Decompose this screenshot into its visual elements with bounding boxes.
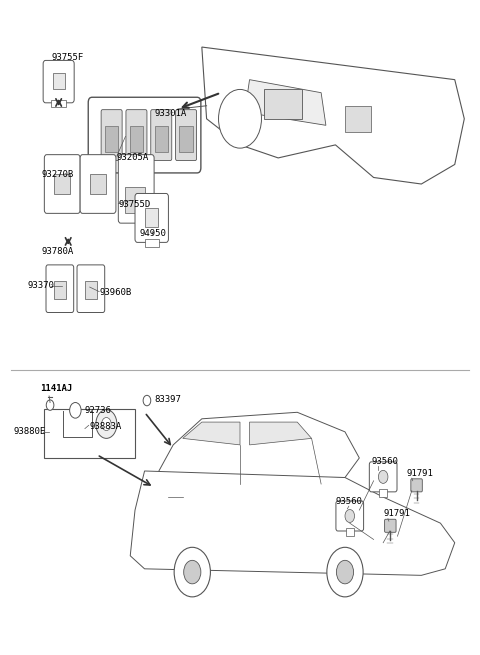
- Circle shape: [184, 560, 201, 584]
- Bar: [145, 208, 158, 227]
- FancyBboxPatch shape: [411, 479, 422, 492]
- Text: 93880E: 93880E: [13, 427, 46, 436]
- Bar: [54, 174, 70, 195]
- Circle shape: [46, 400, 54, 410]
- Bar: [90, 174, 106, 195]
- Text: 93301A: 93301A: [154, 109, 186, 118]
- FancyBboxPatch shape: [77, 265, 105, 312]
- FancyBboxPatch shape: [44, 155, 80, 214]
- Text: 94950: 94950: [140, 229, 167, 238]
- FancyBboxPatch shape: [46, 265, 74, 312]
- Text: 92736: 92736: [85, 406, 112, 415]
- FancyBboxPatch shape: [43, 60, 74, 103]
- FancyBboxPatch shape: [88, 97, 201, 173]
- Text: 83397: 83397: [154, 395, 181, 403]
- Bar: [53, 73, 65, 89]
- Bar: [85, 280, 96, 299]
- Bar: [264, 90, 302, 119]
- Circle shape: [143, 396, 151, 405]
- Polygon shape: [250, 422, 312, 445]
- FancyBboxPatch shape: [336, 501, 364, 531]
- Circle shape: [345, 510, 355, 523]
- Circle shape: [336, 560, 354, 584]
- Circle shape: [96, 409, 117, 438]
- Bar: [155, 126, 168, 152]
- Bar: [51, 100, 66, 107]
- Bar: [346, 529, 354, 536]
- FancyBboxPatch shape: [118, 155, 154, 223]
- Text: 91791: 91791: [383, 509, 410, 518]
- Circle shape: [70, 403, 81, 418]
- Text: 93560: 93560: [371, 457, 398, 466]
- FancyBboxPatch shape: [101, 109, 122, 160]
- Bar: [44, 409, 135, 458]
- Text: 93205A: 93205A: [117, 153, 149, 162]
- Bar: [345, 105, 371, 132]
- Bar: [105, 126, 118, 152]
- FancyBboxPatch shape: [176, 109, 197, 160]
- Polygon shape: [183, 422, 240, 445]
- Polygon shape: [245, 80, 326, 125]
- Text: 93270B: 93270B: [42, 170, 74, 179]
- Text: 93960B: 93960B: [99, 288, 132, 297]
- Text: 93780A: 93780A: [42, 248, 74, 256]
- Text: 93370: 93370: [28, 281, 55, 290]
- Text: 1141AJ: 1141AJ: [40, 384, 73, 393]
- Text: 93755D: 93755D: [118, 200, 151, 210]
- FancyBboxPatch shape: [151, 109, 172, 160]
- Text: 93883A: 93883A: [90, 422, 122, 431]
- Text: 93560: 93560: [336, 496, 362, 506]
- FancyBboxPatch shape: [384, 519, 396, 533]
- FancyBboxPatch shape: [369, 462, 397, 492]
- Text: 91791: 91791: [406, 468, 433, 477]
- Bar: [130, 126, 143, 152]
- Bar: [379, 489, 387, 497]
- Circle shape: [378, 470, 388, 483]
- Bar: [144, 239, 159, 247]
- Text: 93755F: 93755F: [51, 53, 84, 62]
- Circle shape: [174, 548, 210, 597]
- Bar: [54, 280, 66, 299]
- Circle shape: [218, 90, 262, 148]
- FancyBboxPatch shape: [126, 109, 147, 160]
- Circle shape: [102, 417, 111, 430]
- Bar: [125, 187, 144, 214]
- Bar: [180, 126, 193, 152]
- Polygon shape: [130, 471, 455, 575]
- Circle shape: [327, 548, 363, 597]
- FancyBboxPatch shape: [135, 193, 168, 242]
- FancyBboxPatch shape: [80, 155, 116, 214]
- Polygon shape: [202, 47, 464, 184]
- Polygon shape: [159, 412, 360, 484]
